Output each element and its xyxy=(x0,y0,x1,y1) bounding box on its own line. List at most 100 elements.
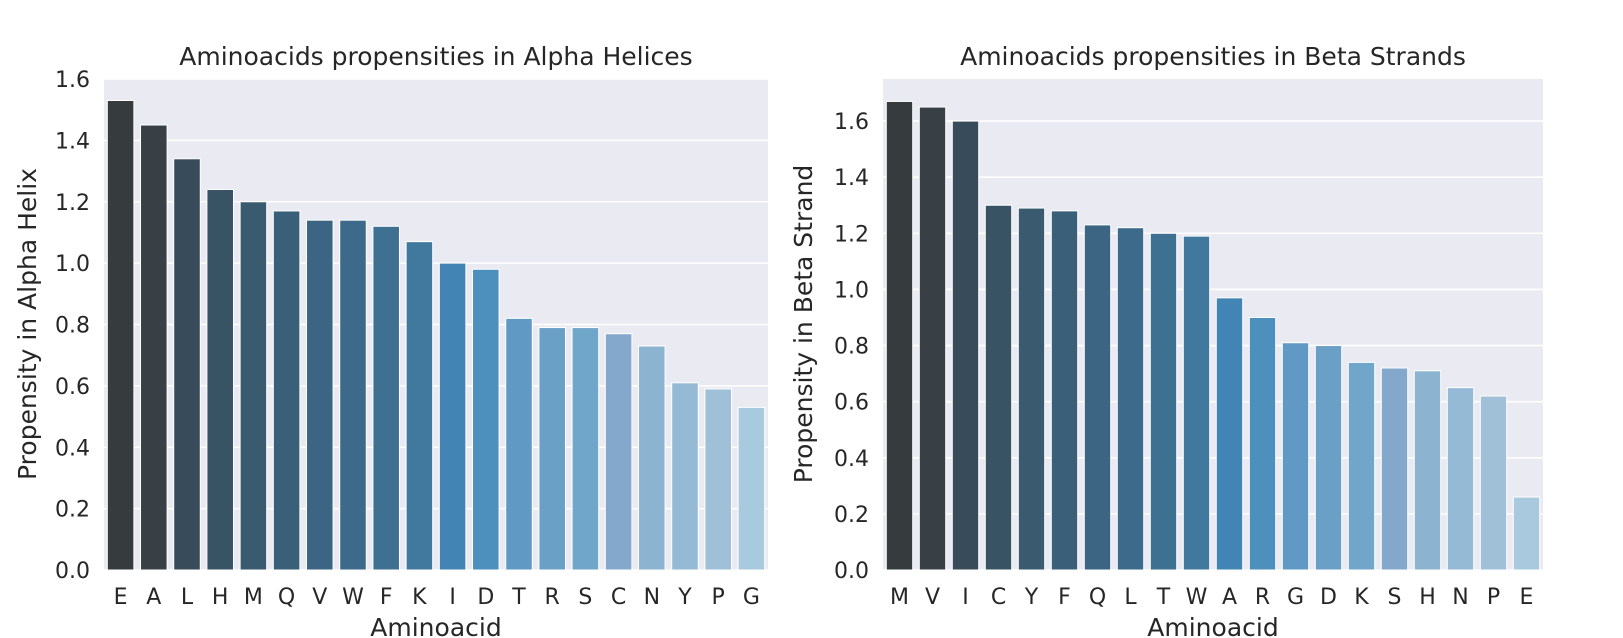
bar-M xyxy=(885,100,914,571)
bar-H xyxy=(1413,370,1442,571)
x-tick-label: C xyxy=(991,585,1006,610)
bar-S xyxy=(571,327,600,571)
bar-C xyxy=(604,333,633,571)
x-tick-label: C xyxy=(611,585,626,610)
y-axis-label-beta: Propensity in Beta Strand xyxy=(789,165,818,484)
bar-C xyxy=(984,204,1013,571)
y-tick-label: 0.2 xyxy=(55,498,90,523)
x-tick-label: P xyxy=(1487,585,1500,610)
bar-T xyxy=(1149,232,1178,571)
bar-I xyxy=(951,120,980,571)
y-tick-label: 0.0 xyxy=(834,559,869,584)
y-tick-label: 0.6 xyxy=(55,375,90,400)
bar-W xyxy=(339,219,367,571)
x-tick-label: W xyxy=(1186,585,1208,610)
x-tick-label: L xyxy=(1124,585,1137,610)
y-axis-label-alpha: Propensity in Alpha Helix xyxy=(13,168,42,480)
x-tick-label: A xyxy=(146,585,161,610)
x-tick-label: S xyxy=(1388,585,1402,610)
x-tick-label: K xyxy=(412,585,427,610)
x-tick-label: H xyxy=(1419,585,1436,610)
x-tick-label: F xyxy=(380,585,393,610)
y-tick-label: 0.0 xyxy=(55,559,90,584)
bars-alpha xyxy=(106,99,766,571)
bar-M xyxy=(239,201,268,571)
bar-G xyxy=(1281,342,1310,571)
bar-E xyxy=(106,99,135,571)
bar-N xyxy=(1446,387,1475,571)
y-tick-label: 1.6 xyxy=(55,68,90,93)
bar-R xyxy=(538,327,566,571)
x-tick-label: Y xyxy=(1024,585,1039,610)
y-tick-label: 1.0 xyxy=(55,252,90,277)
y-tick-label: 1.2 xyxy=(834,222,869,247)
bar-Q xyxy=(1083,224,1112,571)
x-tick-label: M xyxy=(244,585,263,610)
bar-D xyxy=(1314,345,1343,571)
y-tick-labels-alpha: 0.0 0.2 0.4 0.6 0.8 1.0 1.2 1.4 1.6 xyxy=(55,68,90,584)
bar-Q xyxy=(272,210,301,571)
x-tick-label: R xyxy=(1255,585,1270,610)
y-tick-label: 0.8 xyxy=(55,314,90,339)
bar-P xyxy=(704,388,732,571)
x-tick-label: I xyxy=(449,585,456,610)
bar-L xyxy=(1116,227,1145,571)
x-tick-label: R xyxy=(545,585,560,610)
x-tick-label: T xyxy=(511,585,526,610)
bar-D xyxy=(472,268,500,571)
bar-T xyxy=(505,317,533,571)
y-tick-labels-beta: 0.0 0.2 0.4 0.6 0.8 1.0 1.2 1.4 1.6 xyxy=(834,110,869,584)
bar-K xyxy=(1347,361,1376,571)
bar-G xyxy=(737,406,766,571)
plot-area-beta xyxy=(883,79,1543,570)
y-tick-label: 0.8 xyxy=(834,335,869,360)
bar-V xyxy=(918,106,947,571)
y-tick-label: 1.4 xyxy=(55,129,90,154)
x-tick-label: A xyxy=(1222,585,1237,610)
x-tick-label: Q xyxy=(1089,585,1106,610)
x-tick-label: K xyxy=(1354,585,1369,610)
x-tick-label: G xyxy=(743,585,760,610)
bar-A xyxy=(140,124,168,571)
bar-V xyxy=(306,219,334,571)
bar-F xyxy=(1050,210,1079,571)
bar-A xyxy=(1215,297,1244,571)
x-tick-label: F xyxy=(1058,585,1071,610)
y-tick-label: 0.4 xyxy=(55,436,90,461)
bar-L xyxy=(173,158,201,571)
x-tick-label: M xyxy=(890,585,909,610)
x-tick-label: D xyxy=(477,585,494,610)
bar-Y xyxy=(671,382,699,571)
bar-E xyxy=(1512,496,1541,571)
chart-title-alpha: Aminoacids propensities in Alpha Helices xyxy=(179,42,692,71)
chart-title-beta: Aminoacids propensities in Beta Strands xyxy=(960,42,1466,71)
bars-beta xyxy=(885,100,1541,571)
y-tick-label: 0.2 xyxy=(834,503,869,528)
bar-I xyxy=(438,262,467,571)
y-tick-label: 1.4 xyxy=(834,166,869,191)
bar-P xyxy=(1479,395,1508,571)
x-tick-label: E xyxy=(114,585,128,610)
bar-R xyxy=(1248,316,1277,571)
x-tick-label: D xyxy=(1320,585,1337,610)
x-tick-label: P xyxy=(712,585,725,610)
x-tick-label: N xyxy=(1452,585,1468,610)
x-axis-label-alpha: Aminoacid xyxy=(370,613,501,638)
bar-F xyxy=(372,225,400,571)
x-tick-label: L xyxy=(181,585,194,610)
x-tick-label: N xyxy=(644,585,660,610)
bar-S xyxy=(1380,367,1409,571)
y-tick-label: 1.6 xyxy=(834,110,869,135)
y-tick-label: 0.4 xyxy=(834,447,869,472)
x-tick-label: V xyxy=(312,585,327,610)
bar-H xyxy=(206,188,234,571)
x-tick-label: S xyxy=(578,585,592,610)
x-tick-label: H xyxy=(212,585,229,610)
y-tick-label: 1.2 xyxy=(55,191,90,216)
x-tick-label: I xyxy=(962,585,969,610)
